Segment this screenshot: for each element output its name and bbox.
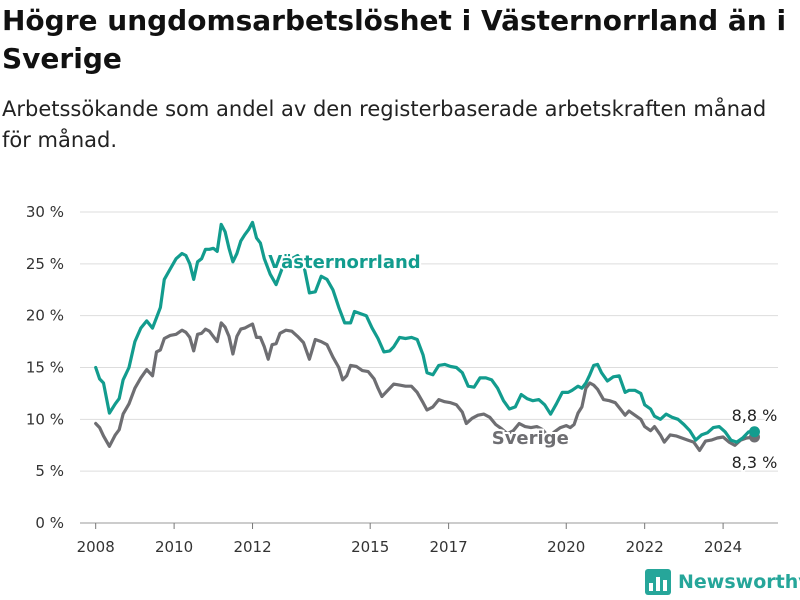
x-tick-label: 2010 bbox=[155, 538, 193, 556]
x-tick-label: 2020 bbox=[547, 538, 585, 556]
y-tick-label: 15 % bbox=[26, 359, 64, 377]
series-lines bbox=[94, 220, 760, 452]
y-tick-label: 10 % bbox=[26, 410, 64, 428]
chart-subtitle: Arbetssökande som andel av den registerb… bbox=[2, 97, 767, 152]
x-axis-ticks: 2008 2010 2012 2015 2017 2020 2022 2024 bbox=[77, 523, 742, 556]
series-line-sverige bbox=[94, 321, 757, 452]
y-tick-label: 0 % bbox=[35, 514, 64, 532]
chart-title: Högre ungdomsarbetslöshet i Västernorrla… bbox=[2, 4, 787, 75]
x-tick-label: 2024 bbox=[704, 538, 742, 556]
x-tick-label: 2022 bbox=[626, 538, 664, 556]
gridlines bbox=[80, 211, 778, 524]
series-label-vasternorrland: Västernorrland bbox=[268, 252, 420, 273]
series-line-vasternorrland bbox=[94, 220, 757, 444]
y-tick-label: 5 % bbox=[35, 462, 64, 480]
series-line-vasternorrland-end-point bbox=[748, 426, 760, 438]
end-value-vasternorrland: 8,8 % bbox=[732, 406, 778, 425]
x-tick-label: 2017 bbox=[430, 538, 468, 556]
bar-chart-icon bbox=[645, 569, 671, 595]
y-tick-label: 25 % bbox=[26, 255, 64, 273]
end-value-sverige: 8,3 % bbox=[732, 453, 778, 472]
x-tick-label: 2015 bbox=[351, 538, 389, 556]
y-tick-label: 20 % bbox=[26, 307, 64, 325]
y-tick-label: 30 % bbox=[26, 203, 64, 221]
series-label-sverige: Sverige bbox=[492, 428, 569, 449]
series-labels: Västernorrland Sverige 8,8 % 8,3 % bbox=[266, 250, 779, 473]
y-axis-ticks: 0 % 5 % 10 % 15 % 20 % 25 % 30 % bbox=[26, 203, 64, 532]
x-tick-label: 2012 bbox=[233, 538, 271, 556]
x-tick-label: 2008 bbox=[77, 538, 115, 556]
brand-name: Newsworthy bbox=[678, 571, 800, 593]
newsworthy-logo: Newsworthy bbox=[645, 568, 800, 596]
